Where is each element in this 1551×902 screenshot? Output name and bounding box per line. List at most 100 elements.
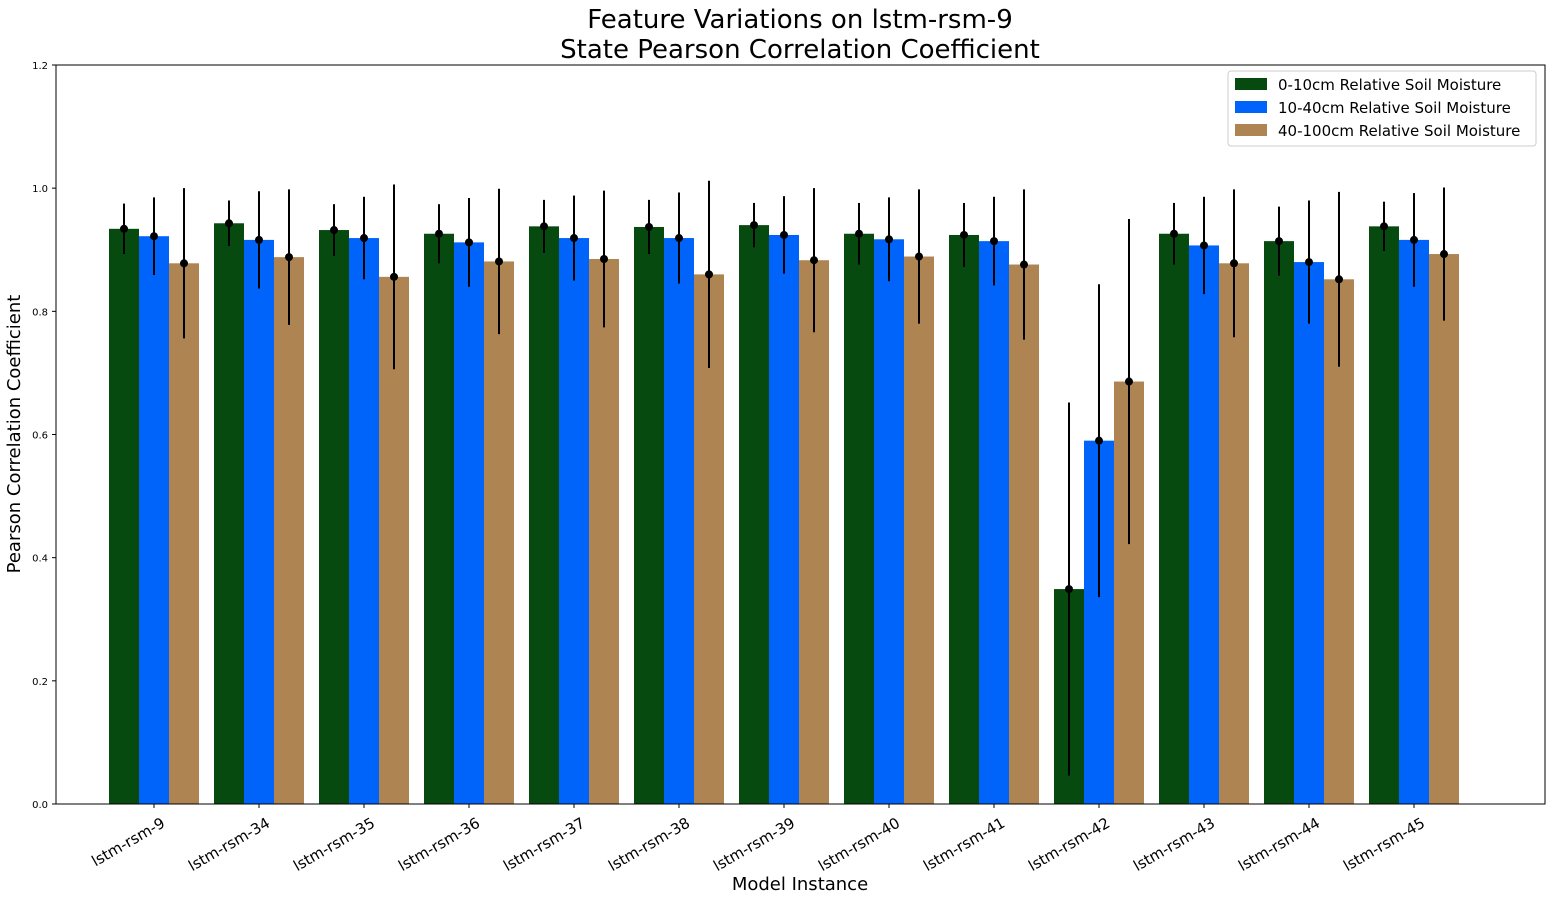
x-tick-label: lstm-rsm-44 [1235,814,1323,875]
bar [904,256,934,804]
y-tick-label: 1.0 [32,184,48,195]
legend-label: 40-100cm Relative Soil Moisture [1278,122,1520,140]
mean-point [1380,222,1388,231]
mean-point [1020,260,1028,269]
legend-label: 0-10cm Relative Soil Moisture [1278,76,1501,94]
mean-point [1335,275,1343,284]
bar [979,241,1009,805]
bar [1399,239,1429,804]
error-bars-layer [120,180,1448,776]
bar [589,258,619,804]
mean-point [540,222,548,231]
legend: 0-10cm Relative Soil Moisture 10-40cm Rel… [1227,70,1537,147]
x-tick-label: lstm-rsm-40 [815,814,903,875]
bar [664,238,694,804]
bar [454,242,484,805]
bar [1429,254,1459,804]
x-tick-label: lstm-rsm-34 [185,814,273,875]
bar [634,226,664,804]
bar [874,239,904,805]
mean-point [1305,258,1313,267]
mean-point [495,257,503,266]
bar [169,263,199,804]
mean-point [810,256,818,265]
y-tick-label: 0.0 [32,800,48,811]
mean-point [150,232,158,241]
mean-point [915,252,923,261]
x-tick-label: lstm-rsm-42 [1025,814,1113,875]
bar [214,223,244,804]
y-tick-label: 1.2 [32,61,48,72]
chart-subtitle: State Pearson Correlation Coefficient [560,35,1040,65]
bar [319,230,349,804]
bar [424,233,454,804]
y-tick-label: 0.4 [32,554,48,565]
mean-point [255,235,263,244]
y-tick-label: 0.2 [32,677,48,688]
x-tick-label: lstm-rsm-39 [710,814,798,875]
mean-point [1170,229,1178,238]
chart-title: Feature Variations on lstm-rsm-9 [587,5,1012,35]
bar [1159,233,1189,804]
x-tick-label: lstm-rsm-9 [88,814,168,870]
bar [1264,241,1294,805]
mean-point [330,226,338,235]
y-tick-label: 0.6 [32,431,48,442]
mean-point [1230,259,1238,268]
x-tick-label: lstm-rsm-35 [290,814,378,875]
mean-point [360,234,368,243]
x-tick-label: lstm-rsm-45 [1340,814,1428,875]
mean-point [675,234,683,243]
legend-swatch [1235,124,1267,136]
mean-point [705,270,713,279]
legend-box [1227,70,1537,147]
y-tick-label: 0.8 [32,307,48,318]
bar [529,226,559,804]
mean-point [1440,250,1448,259]
legend-swatch [1235,101,1267,113]
bar [1189,245,1219,805]
mean-point [885,235,893,244]
mean-point [435,229,443,238]
mean-point [855,229,863,238]
x-tick-label: lstm-rsm-43 [1130,814,1218,875]
bar [139,236,169,804]
mean-point [120,224,128,233]
y-axis-label: Pearson Correlation Coefficient [4,295,25,574]
y-axis: 0.0 0.2 0.4 0.6 0.8 1.0 1.2 [32,61,56,811]
bar [559,238,589,804]
mean-point [180,259,188,268]
bar [244,239,274,804]
mean-point [465,238,473,247]
bar [109,228,139,805]
bar [1219,263,1249,804]
legend-label: 10-40cm Relative Soil Moisture [1278,99,1511,117]
bar [349,238,379,804]
mean-point [645,222,653,231]
bar [1369,226,1399,804]
mean-point [1275,237,1283,246]
bar [1009,264,1039,804]
x-tick-label: lstm-rsm-36 [395,814,483,875]
mean-point [990,237,998,246]
mean-point [285,253,293,262]
x-axis-label: Model Instance [732,874,868,895]
bar [484,261,514,805]
mean-point [1065,585,1073,594]
mean-point [1125,377,1133,386]
bar [769,234,799,805]
mean-point [780,230,788,239]
legend-swatch [1235,78,1267,90]
x-axis: lstm-rsm-9 lstm-rsm-34 lstm-rsm-35 lstm-rsm… [88,804,1428,875]
bar [799,260,829,804]
mean-point [750,221,758,230]
mean-point [225,219,233,228]
x-tick-label: lstm-rsm-37 [500,814,588,875]
bars-layer [109,223,1459,805]
x-tick-label: lstm-rsm-38 [605,814,693,875]
bar [274,257,304,804]
bar [739,225,769,804]
mean-point [1095,436,1103,445]
mean-point [600,254,608,263]
